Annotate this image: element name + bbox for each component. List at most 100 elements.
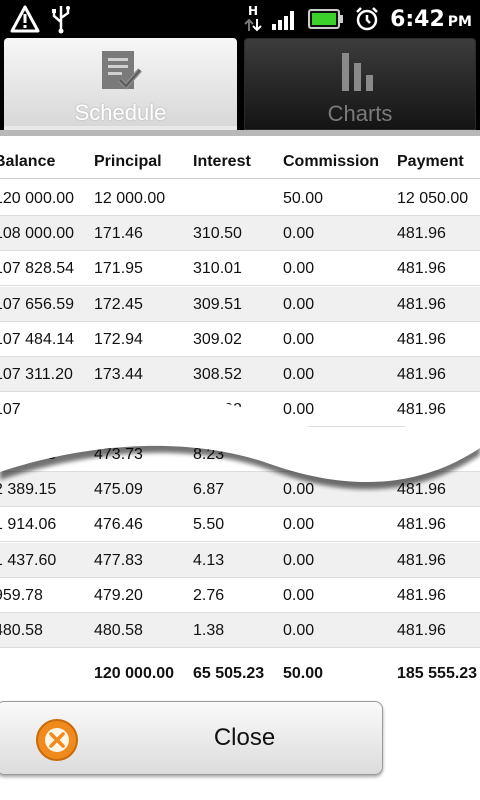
- cell-commission: 0.00: [283, 586, 315, 604]
- table-header-row: Balance Principal Interest Commission Paymen…: [0, 144, 480, 179]
- cell-principal: 173.44: [94, 366, 143, 383]
- table-row[interactable]: 108 000.00 171.46 310.50 0.00 481.96: [0, 216, 480, 252]
- table-totals-row[interactable]: 120 000.00 65 505.23 50.00 185 555.23: [0, 656, 480, 691]
- cell-interest: 309.51: [193, 295, 242, 313]
- table-row[interactable]: 480.58 480.58 1.38 0.00 481.96: [0, 613, 480, 648]
- cell-interest: 310.50: [193, 225, 242, 243]
- cell-commission: 0.00: [283, 260, 315, 278]
- cell-principal: 477.83: [94, 551, 143, 569]
- cell-commission: 0.00: [283, 401, 315, 419]
- tab-schedule[interactable]: Schedule: [4, 38, 237, 130]
- cell-interest: 6.87: [193, 481, 225, 499]
- column-header-interest: Interest: [193, 153, 251, 170]
- table-row[interactable]: 120 000.00 12 000.00 50.00 12 050.00: [0, 181, 480, 216]
- cell-commission: 0.00: [283, 551, 315, 569]
- close-icon: [36, 719, 78, 761]
- column-header-principal: Principal: [94, 153, 162, 170]
- table-row[interactable]: 959.78 479.20 2.76 0.00 481.96: [0, 578, 480, 613]
- table-break-divider: [0, 394, 480, 490]
- cell-commission: 0.00: [283, 516, 315, 534]
- alert-icon: [10, 5, 40, 33]
- cell-payment: 12 050.00: [397, 190, 469, 207]
- tab-bar: Schedule Charts: [0, 38, 480, 132]
- cell-principal: 171.46: [94, 225, 143, 243]
- cell-principal: 171.95: [94, 260, 143, 278]
- cell-balance: 1 437.60: [0, 551, 57, 569]
- cell-payment: 481.96: [397, 481, 446, 499]
- cell-payment: 481.96: [397, 366, 446, 383]
- cell-balance: 480.58: [0, 622, 43, 639]
- table-row[interactable]: 107 484.14 172.94 309.02 0.00 481.96: [0, 322, 480, 357]
- cell-interest: 310.01: [193, 260, 242, 278]
- network-arrows-icon: [244, 18, 262, 32]
- checklist-icon: [101, 51, 142, 90]
- bar-chart-icon: [342, 53, 373, 91]
- cell-payment: 481.96: [397, 330, 446, 348]
- cell-payment: 481.96: [397, 516, 446, 534]
- close-button[interactable]: Close: [0, 701, 383, 775]
- cell-commission: 0.00: [283, 366, 315, 383]
- network-badge: H: [248, 4, 259, 18]
- column-header-commission: Commission: [283, 153, 380, 170]
- usb-icon: [52, 6, 70, 34]
- cell-interest: 65 505.23: [193, 665, 265, 682]
- tab-divider: [0, 130, 480, 136]
- status-bar: H 6:42 PM: [0, 0, 480, 38]
- cell-principal: 172.94: [94, 330, 143, 348]
- cell-balance: 108 000.00: [0, 225, 75, 243]
- cell-interest: 5.50: [193, 516, 225, 534]
- cell-balance: 2 389.15: [0, 481, 57, 499]
- cell-principal: 476.46: [94, 516, 143, 534]
- table-row[interactable]: 107 828.54 171.95 310.01 0.00 481.96: [0, 251, 480, 287]
- cell-interest: 2.76: [193, 586, 225, 604]
- cell-interest: 4.13: [193, 551, 225, 569]
- signal-icon: [272, 11, 295, 30]
- cell-balance: 959.78: [0, 586, 43, 604]
- cell-balance: 120 000.00: [0, 190, 75, 207]
- table-row[interactable]: 107 656.59 172.45 309.51 0.00 481.96: [0, 286, 480, 322]
- cell-payment: 481.96: [397, 622, 446, 639]
- cell-balance: 107 656.59: [0, 295, 75, 313]
- cell-balance: 107 311.20: [0, 366, 73, 383]
- cell-balance: 107 484.14: [0, 330, 75, 348]
- tab-charts-label: Charts: [327, 101, 393, 126]
- cell-commission: 0.00: [283, 481, 315, 499]
- cell-payment: 481.96: [397, 586, 446, 604]
- column-header-payment: Payment: [397, 153, 464, 170]
- cell-interest: 1.38: [193, 622, 225, 639]
- tab-charts[interactable]: Charts: [244, 38, 476, 130]
- cell-principal: 172.45: [94, 295, 143, 313]
- clock-time: 6:42: [390, 6, 445, 32]
- cell-principal: 480.58: [94, 622, 143, 639]
- cell-payment: 185 555.23: [397, 665, 478, 682]
- cell-principal: 479.20: [94, 586, 143, 604]
- alarm-icon: [356, 7, 378, 31]
- cell-commission: 0.00: [283, 225, 315, 243]
- cell-principal: 120 000.00: [94, 665, 175, 682]
- cell-interest: 309.02: [193, 330, 242, 348]
- cell-payment: 481.96: [397, 295, 446, 313]
- table-row[interactable]: 107 311.20 173.44 308.52 0.00 481.96: [0, 357, 480, 392]
- battery-icon: [308, 9, 344, 29]
- cell-payment: 481.96: [397, 225, 446, 243]
- cell-commission: 0.00: [283, 295, 315, 313]
- clock: 6:42 PM: [390, 7, 472, 32]
- cell-balance: 107: [0, 401, 21, 419]
- table-row[interactable]: 1 914.06 476.46 5.50 0.00 481.96: [0, 507, 480, 543]
- close-button-label: Close: [213, 724, 276, 751]
- network-indicator: H: [244, 5, 262, 33]
- cell-commission: 0.00: [283, 330, 315, 348]
- cell-payment: 481.96: [397, 260, 446, 278]
- cell-payment: 481.96: [397, 401, 446, 419]
- cell-commission: 0.00: [283, 622, 315, 639]
- cell-commission: 50.00: [283, 190, 324, 207]
- clock-ampm: PM: [447, 13, 472, 30]
- cell-interest: 308.52: [193, 366, 242, 383]
- cell-commission: 50.00: [283, 665, 324, 682]
- cell-principal: 12 000.00: [94, 190, 166, 207]
- table-row[interactable]: 1 437.60 477.83 4.13 0.00 481.96: [0, 542, 480, 578]
- cell-balance: 107 828.54: [0, 260, 75, 278]
- cell-balance: 1 914.06: [0, 516, 57, 534]
- tab-schedule-label: Schedule: [74, 100, 167, 125]
- cell-principal: 475.09: [94, 481, 143, 499]
